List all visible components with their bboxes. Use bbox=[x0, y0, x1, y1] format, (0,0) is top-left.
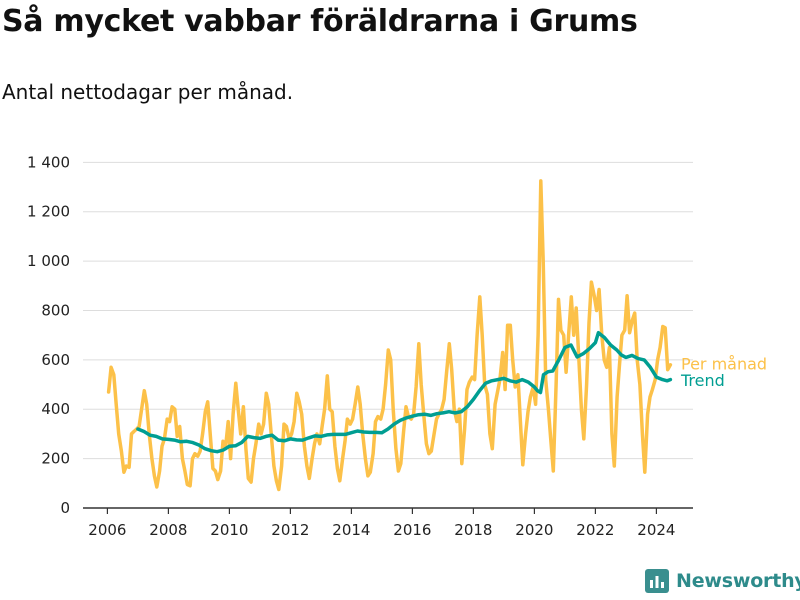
series-lines bbox=[106, 179, 673, 492]
series-line-trend bbox=[136, 330, 673, 454]
x-tick-label: 2018 bbox=[454, 521, 492, 539]
y-tick-label: 1 000 bbox=[27, 252, 70, 270]
legend-label-trend: Trend bbox=[680, 371, 725, 390]
y-tick-label: 400 bbox=[41, 400, 70, 418]
legend-label-monthly: Per månad bbox=[681, 355, 767, 374]
x-axis: 2006 2008 2010 2012 2014 2016 2018 2020 2022 2024 bbox=[83, 507, 693, 539]
brand-name: Newsworthy bbox=[676, 570, 800, 592]
y-tick-label: 800 bbox=[41, 301, 70, 319]
chart-title: Så mycket vabbar föräldrarna i Grums bbox=[2, 4, 638, 39]
x-tick-label: 2014 bbox=[332, 521, 370, 539]
x-tick-label: 2024 bbox=[637, 521, 675, 539]
y-tick-label: 600 bbox=[41, 351, 70, 369]
y-tick-label: 200 bbox=[41, 450, 70, 468]
newsworthy-logo[interactable]: Newsworthy bbox=[645, 569, 800, 593]
x-tick-label: 2016 bbox=[393, 521, 431, 539]
y-tick-label: 1 400 bbox=[27, 153, 70, 171]
x-tick-label: 2010 bbox=[210, 521, 248, 539]
x-tick-label: 2022 bbox=[576, 521, 614, 539]
x-tick-label: 2012 bbox=[271, 521, 309, 539]
series-line-monthly bbox=[106, 179, 673, 492]
y-tick-label: 0 bbox=[60, 499, 70, 517]
chart-subtitle: Antal nettodagar per månad. bbox=[2, 80, 294, 104]
x-tick-label: 2006 bbox=[88, 521, 126, 539]
x-tick-label: 2008 bbox=[149, 521, 187, 539]
y-tick-label: 1 200 bbox=[27, 203, 70, 221]
newsworthy-bars-icon bbox=[645, 569, 669, 593]
x-tick-label: 2020 bbox=[515, 521, 553, 539]
y-axis-ticks: 0 200 400 600 800 1 000 1 200 1 400 bbox=[27, 153, 70, 517]
